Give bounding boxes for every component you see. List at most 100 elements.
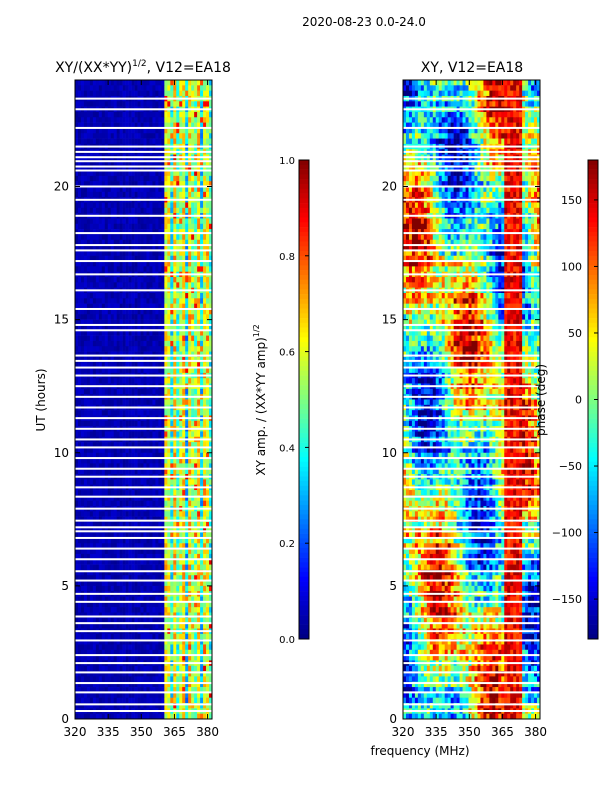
heatmap-cell [98, 580, 103, 587]
heatmap-cell [164, 101, 168, 107]
heatmap-cell [149, 314, 153, 320]
heatmap-cell [188, 351, 192, 358]
heatmap-cell [155, 452, 159, 459]
heatmap-cell [122, 346, 126, 352]
heatmap-cell [101, 111, 106, 118]
heatmap-cell [161, 553, 165, 560]
heatmap-cell [122, 559, 126, 565]
heatmap-cell [194, 617, 198, 624]
heatmap-cell [116, 229, 120, 235]
heatmap-cell [173, 261, 177, 267]
heatmap-cell [137, 340, 141, 347]
heatmap-cell [95, 229, 100, 235]
heatmap-cell [191, 303, 195, 310]
heatmap-cell [164, 623, 168, 629]
heatmap-cell [164, 127, 168, 134]
heatmap-cell [179, 298, 183, 304]
heatmap-cell [164, 111, 168, 118]
heatmap-cell [131, 575, 135, 581]
heatmap-cell [152, 442, 156, 448]
heatmap-cell [116, 303, 120, 310]
heatmap-cell [146, 516, 150, 523]
heatmap-cell [143, 527, 147, 533]
heatmap-cell [104, 255, 109, 262]
heatmap-cell [116, 623, 120, 629]
heatmap-cell [110, 90, 115, 97]
heatmap-cell [80, 596, 85, 603]
heatmap-cell [182, 340, 186, 347]
heatmap-cell [164, 117, 168, 123]
heatmap-cell [92, 133, 97, 139]
heatmap-cell [113, 367, 117, 374]
heatmap-cell [98, 239, 103, 246]
heatmap-cell [209, 250, 213, 257]
heatmap-cell [110, 596, 115, 603]
heatmap-cell [107, 356, 112, 363]
heatmap-cell [173, 229, 177, 235]
heatmap-cell [122, 298, 126, 304]
heatmap-cell [122, 612, 126, 619]
heatmap-cell [203, 633, 207, 640]
heatmap-cell [134, 239, 138, 246]
heatmap-cell [98, 575, 103, 581]
heatmap-cell [89, 319, 94, 326]
heatmap-cell [155, 117, 159, 123]
heatmap-cell [131, 378, 135, 384]
heatmap-cell [98, 447, 103, 454]
heatmap-cell [80, 362, 85, 368]
heatmap-cell [98, 367, 103, 374]
heatmap-cell [119, 580, 123, 587]
heatmap-cell [92, 431, 97, 438]
heatmap-cell [152, 223, 156, 230]
heatmap-cell [194, 298, 198, 304]
heatmap-cell [176, 500, 180, 507]
heatmap-cell [188, 410, 192, 416]
heatmap-cell [206, 127, 210, 134]
heatmap-cell [110, 362, 115, 368]
heatmap-cell [197, 90, 201, 97]
heatmap-cell [89, 617, 94, 624]
heatmap-cell [107, 521, 112, 528]
heatmap-cell [95, 335, 100, 342]
heatmap-cell [182, 623, 186, 629]
heatmap-cell [107, 218, 112, 225]
heatmap-cell [164, 277, 168, 283]
heatmap-cell [164, 90, 168, 97]
heatmap-cell [164, 266, 168, 273]
heatmap-cell [197, 293, 201, 299]
heatmap-cell [107, 90, 112, 97]
heatmap-cell [206, 330, 210, 336]
heatmap-cell [140, 229, 144, 235]
heatmap-cell [83, 314, 88, 320]
heatmap-cell [182, 548, 186, 555]
heatmap-cell [161, 458, 165, 464]
heatmap-cell [146, 623, 150, 629]
heatmap-cell [116, 207, 120, 214]
heatmap-cell [152, 644, 156, 651]
heatmap-cell [75, 601, 79, 608]
heatmap-cell [188, 442, 192, 448]
heatmap-cell [104, 138, 109, 145]
heatmap-cell [194, 207, 198, 214]
heatmap-cell [206, 463, 210, 470]
heatmap-cell [194, 399, 198, 406]
heatmap-cell [80, 548, 85, 555]
heatmap-cell [92, 463, 97, 470]
heatmap-cell [188, 261, 192, 267]
heatmap-cell [89, 516, 94, 523]
heatmap-cell [98, 303, 103, 310]
heatmap-cell [131, 330, 135, 336]
heatmap-cell [155, 324, 159, 331]
heatmap-cell [116, 543, 120, 549]
heatmap-cell [182, 511, 186, 517]
heatmap-cell [182, 335, 186, 342]
heatmap-cell [149, 223, 153, 230]
heatmap-cell [116, 80, 120, 86]
heatmap-cell [161, 314, 165, 320]
heatmap-cell [161, 442, 165, 448]
heatmap-cell [191, 90, 195, 97]
heatmap-cell [179, 133, 183, 139]
heatmap-cell [137, 585, 141, 592]
heatmap-cell [110, 117, 115, 123]
heatmap-cell [122, 431, 126, 438]
